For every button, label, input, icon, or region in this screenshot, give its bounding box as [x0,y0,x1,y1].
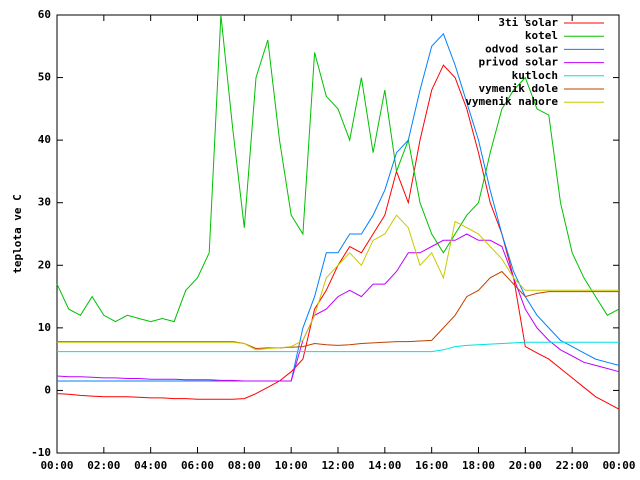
y-tick-label: 10 [38,321,51,334]
series-line [57,270,619,350]
legend-label: kotel [525,29,558,42]
x-tick-label: 10:00 [275,459,308,472]
series-line [57,341,619,353]
x-tick-label: 06:00 [181,459,214,472]
y-tick-label: 30 [38,196,51,209]
y-axis-label: teplota ve C [11,194,24,273]
y-tick-label: 0 [44,383,51,396]
x-tick-label: 04:00 [134,459,167,472]
legend-label: vymenik nahore [465,95,558,108]
x-tick-label: 08:00 [228,459,261,472]
x-tick-label: 18:00 [462,459,495,472]
x-tick-label: 02:00 [87,459,120,472]
x-tick-label: 00:00 [602,459,635,472]
legend-label: kutloch [512,69,558,82]
x-tick-label: 12:00 [321,459,354,472]
y-tick-label: -10 [31,446,51,459]
x-tick-label: 22:00 [556,459,589,472]
legend-label: vymenik dole [479,82,559,95]
series-line [56,14,620,323]
series-line [56,233,620,382]
y-tick-label: 60 [38,8,51,21]
x-tick-label: 20:00 [509,459,542,472]
y-tick-label: 50 [38,71,51,84]
x-tick-label: 00:00 [40,459,73,472]
series-line [57,214,619,351]
y-tick-label: 40 [38,133,51,146]
legend-label: privod solar [479,56,559,69]
x-tick-label: 14:00 [368,459,401,472]
plot-border [56,14,620,454]
y-tick-label: 20 [38,258,51,271]
legend-label: odvod solar [485,42,558,55]
legend-label: 3ti solar [498,16,558,29]
x-tick-label: 16:00 [415,459,448,472]
